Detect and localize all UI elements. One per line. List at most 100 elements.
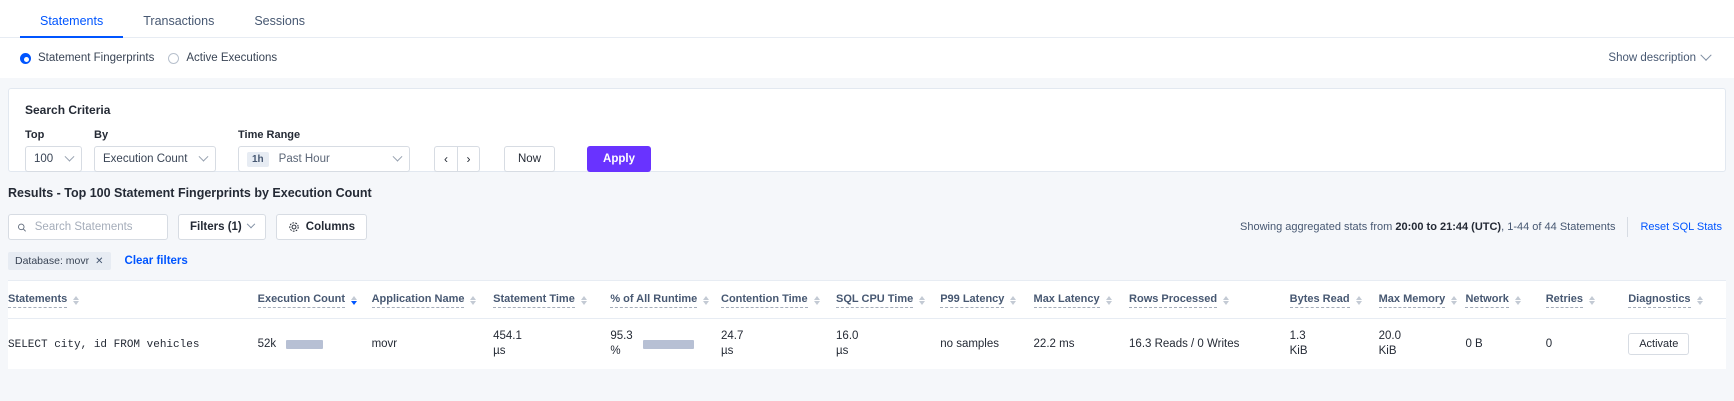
sort-icon[interactable] [1589,296,1596,308]
time-range-label: Time Range [238,129,301,141]
time-range-badge: 1h [247,151,269,167]
status-divider [1627,217,1629,237]
results-status-area: Showing aggregated stats from 20:00 to 2… [1240,217,1726,237]
chevron-down-icon [1700,49,1712,61]
time-range-value: Past Hour [278,153,330,165]
aggregated-stats-status: Showing aggregated stats from 20:00 to 2… [1240,221,1615,233]
max-memory-value: 20.0 [1378,330,1402,342]
top-label: Top [25,129,45,141]
statement-time-value: 454.1 [493,330,522,342]
chevron-right-icon: › [466,152,471,166]
cell-application-name: movr [371,318,494,369]
retries-value: 0 [1545,338,1553,350]
sort-icon[interactable] [1010,296,1017,308]
col-pct-all-runtime[interactable]: % of All Runtime [610,281,721,319]
cell-network: 0 B [1465,318,1546,369]
table-row[interactable]: SELECT city, id FROM vehicles 52k movr 4… [8,318,1726,369]
show-description-toggle[interactable]: Show description [1608,49,1714,64]
filters-button[interactable]: Filters (1) [178,214,266,240]
search-criteria-title: Search Criteria [25,103,111,117]
col-network[interactable]: Network [1465,281,1546,319]
gear-icon [289,222,299,232]
cell-retries: 0 [1545,318,1629,369]
filters-label: Filters (1) [190,221,242,233]
cell-max-memory: 20.0 KiB [1378,318,1466,369]
col-statement-time[interactable]: Statement Time [493,281,611,319]
reset-sql-stats-link[interactable]: Reset SQL Stats [1640,221,1722,233]
col-application-name[interactable]: Application Name [371,281,494,319]
pct-runtime-unit: % [610,345,621,357]
col-max-latency[interactable]: Max Latency [1033,281,1130,319]
sort-icon[interactable] [580,296,587,308]
tab-transactions[interactable]: Transactions [123,14,234,38]
filter-chip-database[interactable]: Database: movr ✕ [8,252,111,270]
view-mode-row: Statement Fingerprints Active Executions… [0,38,1734,78]
time-next-button[interactable]: › [457,146,480,172]
sort-icon[interactable] [1514,296,1521,308]
col-statements[interactable]: Statements [8,281,258,319]
radio-indicator-active-executions[interactable] [168,52,180,64]
statement-link[interactable]: SELECT city, id FROM vehicles [8,338,200,351]
statement-time-unit: µs [493,345,506,357]
table-header-row: Statements Execution Count Application N… [8,281,1726,319]
sort-icon[interactable] [813,296,820,308]
radio-statement-fingerprints[interactable]: Statement Fingerprints [20,52,154,64]
col-max-memory[interactable]: Max Memory [1378,281,1466,319]
by-field: By Execution Count [94,129,216,172]
now-label: Now [518,153,542,165]
time-range-select[interactable]: 1h Past Hour [238,146,410,172]
cell-bytes-read: 1.3 KiB [1289,318,1379,369]
tab-statements[interactable]: Statements [20,14,124,38]
columns-button[interactable]: Columns [275,214,367,240]
top-select[interactable]: 100 [25,146,82,172]
search-statements-box[interactable] [8,214,168,240]
search-input[interactable] [32,220,159,234]
search-criteria-panel: Search Criteria Top 100 By Execution Cou… [8,88,1726,172]
sort-icon[interactable] [351,296,357,308]
pct-runtime-value: 95.3 [610,330,633,342]
sort-icon[interactable] [1696,296,1703,308]
col-execution-count[interactable]: Execution Count [257,281,372,319]
col-diagnostics[interactable]: Diagnostics [1628,281,1726,319]
bytes-read-unit: KiB [1289,345,1308,357]
sort-icon[interactable] [1355,296,1362,308]
apply-button[interactable]: Apply [587,146,651,172]
sort-icon[interactable] [1451,296,1458,308]
chevron-down-icon [246,219,256,229]
col-contention-time[interactable]: Contention Time [721,281,837,319]
application-name-value: movr [371,338,398,350]
results-toolbar: Filters (1) Columns Showing aggregated s… [8,214,1726,240]
cell-statement-time: 454.1 µs [493,318,611,369]
cell-rows-processed: 16.3 Reads / 0 Writes [1129,318,1290,369]
time-prev-button[interactable]: ‹ [434,146,457,172]
by-select[interactable]: Execution Count [94,146,216,172]
radio-indicator-fingerprints[interactable] [20,52,31,64]
col-retries[interactable]: Retries [1545,281,1629,319]
tab-sessions[interactable]: Sessions [234,13,325,38]
filter-chip-label: Database: movr [15,255,90,267]
sort-icon[interactable] [1223,296,1230,308]
col-p99-latency[interactable]: P99 Latency [940,281,1034,319]
sort-icon[interactable] [1105,296,1112,308]
cell-execution-count: 52k [257,318,372,369]
sort-icon[interactable] [470,296,477,308]
sort-icon[interactable] [73,296,80,308]
max-latency-value: 22.2 ms [1033,338,1075,350]
col-sql-cpu-time[interactable]: SQL CPU Time [836,281,941,319]
radio-label-active-executions: Active Executions [186,52,278,64]
columns-label: Columns [305,221,355,233]
now-button[interactable]: Now [504,146,556,172]
sort-icon[interactable] [919,296,926,308]
sort-icon[interactable] [703,296,710,308]
tab-sessions-label: Sessions [254,13,306,28]
cell-p99-latency: no samples [940,318,1034,369]
col-rows-processed[interactable]: Rows Processed [1129,281,1290,319]
top-field: Top 100 [25,129,82,172]
cell-pct-all-runtime: 95.3 % [610,318,721,369]
col-bytes-read[interactable]: Bytes Read [1289,281,1379,319]
activate-diagnostics-button[interactable]: Activate [1628,333,1690,355]
clear-filters-link[interactable]: Clear filters [124,255,188,267]
close-icon[interactable]: ✕ [95,255,104,267]
radio-active-executions[interactable]: Active Executions [168,52,277,64]
p99-latency-value: no samples [940,338,1000,350]
